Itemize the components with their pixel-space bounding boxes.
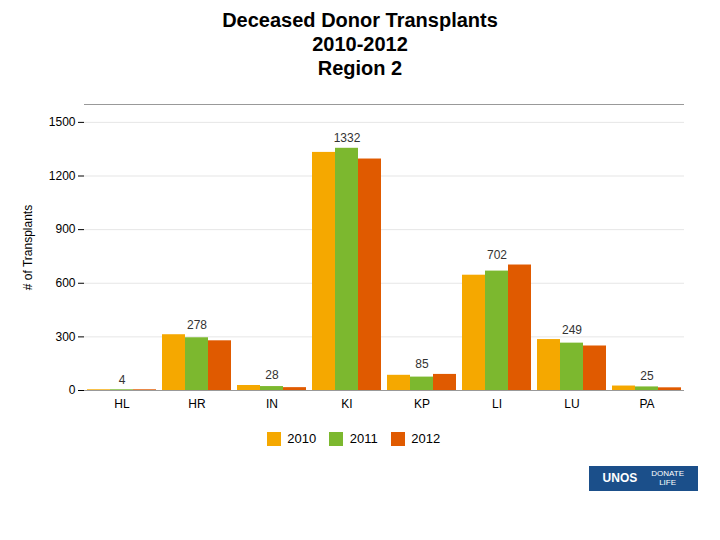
svg-text:KP: KP [414,397,430,411]
svg-text:702: 702 [487,248,507,262]
svg-text:249: 249 [562,323,582,337]
svg-text:0: 0 [69,383,76,397]
svg-text:900: 900 [55,222,75,236]
svg-text:1200: 1200 [49,169,76,183]
html-text:Region 2: Region 2 [317,57,403,79]
html-text:2011: 2011 [349,431,378,446]
html-text:2012: 2012 [411,431,441,446]
html-text:Deceased Donor Transplants: Deceased Donor Transplants [222,9,498,31]
svg-text:KI: KI [341,397,352,411]
html-text:DONATE LIFE: DONATE LIFE [651,468,684,488]
svg-text:LU: LU [564,397,579,411]
html-text:UNOS: UNOS [602,471,638,486]
svg-text:4: 4 [119,373,126,387]
svg-text:28: 28 [265,368,279,382]
svg-text:PA: PA [639,397,654,411]
svg-text:IN: IN [266,397,278,411]
svg-text:25: 25 [640,369,654,383]
svg-text:LI: LI [492,397,502,411]
svg-text:HL: HL [114,397,130,411]
svg-text:85: 85 [415,357,429,371]
svg-text:600: 600 [55,276,75,290]
svg-text:1500: 1500 [49,115,76,129]
svg-text:300: 300 [55,330,75,344]
html-text:2010-2012: 2010-2012 [312,33,408,55]
svg-text:278: 278 [187,318,207,332]
html-text:2010: 2010 [287,431,317,446]
svg-text:# of Transplants: # of Transplants [21,205,35,290]
svg-text:HR: HR [188,397,206,411]
svg-text:1332: 1332 [334,131,361,145]
